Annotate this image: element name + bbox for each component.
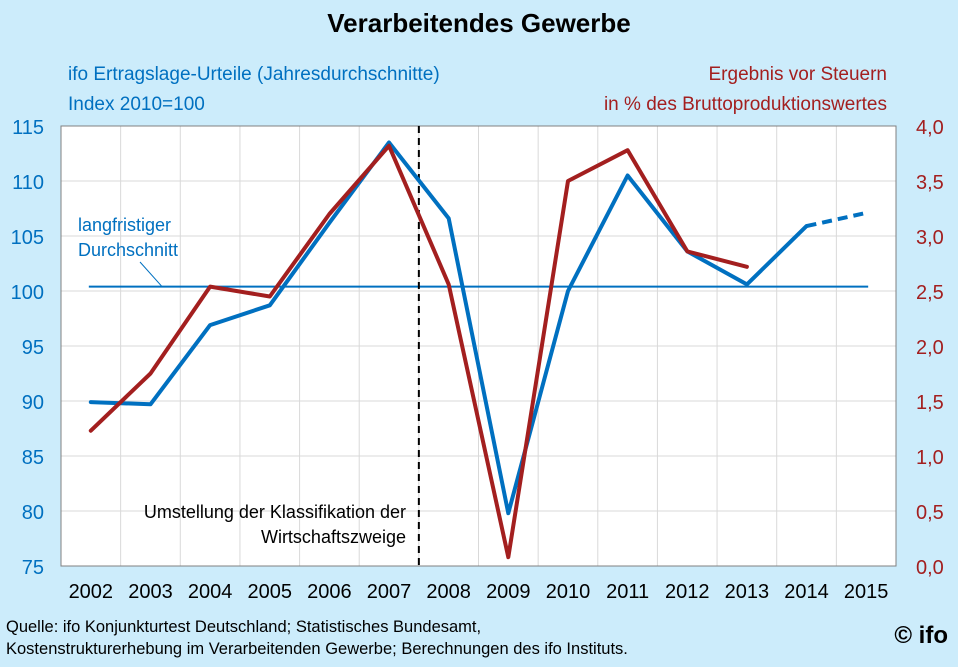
ifo-logo: © ifo (894, 622, 948, 649)
x-axis-tick-label: 2011 (606, 581, 649, 603)
right-axis-tick-label: 4,0 (916, 117, 944, 139)
series-line-2 (88, 143, 749, 560)
left-axis-index-note: Index 2010=100 (68, 94, 205, 115)
right-axis-tick-label: 0,0 (916, 557, 944, 579)
left-axis-tick-label: 95 (22, 337, 44, 359)
gridlines (60, 125, 897, 567)
left-axis-tick-label: 115 (12, 117, 44, 139)
longterm-annotation-line1: langfristiger (78, 215, 172, 235)
break-annotation-line2: Wirtschaftszweige (260, 527, 406, 547)
x-axis-tick-label: 2015 (844, 581, 889, 603)
left-axis-tick-label: 80 (22, 502, 44, 524)
right-axis-tick-label: 2,0 (916, 337, 944, 359)
x-axis-tick-label: 2007 (367, 581, 412, 603)
x-axis-tick-label: 2012 (665, 581, 710, 603)
longterm-annotation-line2: Durchschnitt (78, 240, 179, 260)
x-axis-tick-label: 2004 (188, 581, 233, 603)
right-axis-tick-label: 0,5 (916, 502, 944, 524)
x-axis-tick-label: 2008 (426, 581, 471, 603)
left-axis-tick-label: 110 (12, 172, 44, 194)
plot-frame (60, 125, 897, 567)
right-axis-tick-label: 1,5 (916, 392, 944, 414)
x-axis-tick-label: 2005 (248, 581, 293, 603)
x-axis-tick-label: 2013 (725, 581, 770, 603)
source-line2: Kostenstrukturerhebung im Verarbeitenden… (6, 640, 628, 658)
left-axis-tick-label: 105 (11, 227, 44, 249)
right-axis-unit-note: in % des Bruttoproduktionswertes (603, 94, 887, 115)
chart-title: Verarbeitendes Gewerbe (327, 8, 631, 38)
right-axis-tick-label: 1,0 (916, 447, 944, 469)
x-axis-tick-label: 2014 (784, 581, 829, 603)
source-line1: Quelle: ifo Konjunkturtest Deutschland; … (6, 618, 482, 636)
right-axis-subtitle: Ergebnis vor Steuern (708, 64, 888, 85)
x-axis-tick-label: 2010 (546, 581, 591, 603)
annotation-pointer (139, 261, 163, 287)
right-axis-tick-label: 3,5 (916, 172, 944, 194)
series-layer (88, 126, 869, 566)
x-axis-tick-label: 2002 (69, 581, 114, 603)
x-axis-tick-label: 2009 (486, 581, 531, 603)
tick-labels: 115 110 105 100 95 90 85 80 75 4,0 3,5 3,0 2,5 2,0 1,5… (11, 117, 944, 603)
x-axis-tick-label: 2006 (307, 581, 352, 603)
break-annotation-line1: Umstellung der Klassifikation der (143, 502, 406, 522)
right-axis-tick-label: 3,0 (916, 227, 944, 249)
left-axis-tick-label: 100 (11, 282, 44, 304)
x-axis-tick-label: 2003 (128, 581, 173, 603)
left-axis-tick-label: 90 (22, 392, 44, 414)
left-axis-tick-label: 75 (22, 557, 44, 579)
left-axis-tick-label: 85 (22, 447, 44, 469)
right-axis-tick-label: 2,5 (916, 282, 944, 304)
left-axis-subtitle: ifo Ertragslage-Urteile (Jahresdurchschn… (68, 64, 440, 85)
series-forecast-line-1 (806, 210, 867, 229)
